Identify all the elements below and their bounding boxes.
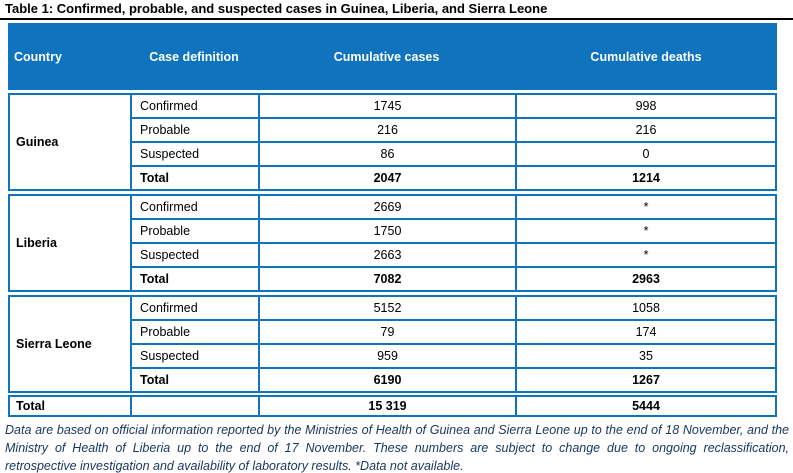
cumulative-cases-cell: 2669	[260, 196, 515, 218]
country-group-guinea: Guinea Confirmed 1745 998 Probable 216 2…	[8, 93, 777, 191]
case-definition-cell: Suspected	[132, 244, 258, 266]
grand-total-row: Total 15 319 5444	[8, 395, 777, 417]
case-definition-cell: Probable	[132, 220, 258, 242]
cumulative-cases-cell: 1745	[260, 95, 515, 117]
grand-total-label: Total	[10, 397, 130, 415]
column-header-case-definition: Case definition	[149, 49, 239, 64]
grand-total-cumulative-deaths: 5444	[517, 397, 775, 415]
cumulative-cases-cell: 79	[260, 321, 515, 343]
case-definition-cell: Suspected	[132, 345, 258, 367]
cumulative-deaths-cell: *	[517, 196, 775, 218]
cumulative-deaths-total-cell: 1214	[517, 167, 775, 189]
column-header-cumulative-deaths: Cumulative deaths	[590, 49, 702, 64]
cumulative-deaths-cell: *	[517, 244, 775, 266]
case-definition-total-cell: Total	[132, 369, 258, 391]
cumulative-deaths-cell: 998	[517, 95, 775, 117]
country-cell: Liberia	[10, 196, 130, 290]
cumulative-cases-cell: 5152	[260, 297, 515, 319]
column-header-cumulative-cases: Cumulative cases	[333, 49, 440, 64]
cumulative-deaths-total-cell: 2963	[517, 268, 775, 290]
case-definition-cell: Confirmed	[132, 297, 258, 319]
grand-total-empty-cell	[132, 397, 258, 415]
cumulative-deaths-cell: 216	[517, 119, 775, 141]
case-definition-total-cell: Total	[132, 268, 258, 290]
cumulative-deaths-cell: 1058	[517, 297, 775, 319]
cumulative-cases-cell: 959	[260, 345, 515, 367]
case-definition-total-cell: Total	[132, 167, 258, 189]
cumulative-deaths-cell: 174	[517, 321, 775, 343]
table-title: Table 1: Confirmed, probable, and suspec…	[0, 0, 793, 20]
cumulative-deaths-cell: *	[517, 220, 775, 242]
cases-table: Country Case definition Cumulative cases…	[8, 23, 777, 417]
country-group-liberia: Liberia Confirmed 2669 * Probable 1750 *…	[8, 194, 777, 292]
case-definition-cell: Probable	[132, 119, 258, 141]
cumulative-cases-cell: 1750	[260, 220, 515, 242]
case-definition-cell: Suspected	[132, 143, 258, 165]
cumulative-deaths-cell: 35	[517, 345, 775, 367]
cumulative-cases-total-cell: 6190	[260, 369, 515, 391]
cumulative-deaths-cell: 0	[517, 143, 775, 165]
cumulative-cases-cell: 2663	[260, 244, 515, 266]
case-definition-cell: Confirmed	[132, 95, 258, 117]
country-cell: Sierra Leone	[10, 297, 130, 391]
table-footnote: Data are based on official information r…	[5, 423, 789, 473]
column-header-country: Country	[14, 49, 62, 64]
grand-total-cumulative-cases: 15 319	[260, 397, 515, 415]
cumulative-cases-total-cell: 2047	[260, 167, 515, 189]
cumulative-cases-total-cell: 7082	[260, 268, 515, 290]
country-cell: Guinea	[10, 95, 130, 189]
case-definition-cell: Confirmed	[132, 196, 258, 218]
country-group-sierra-leone: Sierra Leone Confirmed 5152 1058 Probabl…	[8, 295, 777, 393]
case-definition-cell: Probable	[132, 321, 258, 343]
cumulative-cases-cell: 86	[260, 143, 515, 165]
table-header-row: Country Case definition Cumulative cases…	[8, 23, 777, 90]
cumulative-deaths-total-cell: 1267	[517, 369, 775, 391]
cumulative-cases-cell: 216	[260, 119, 515, 141]
